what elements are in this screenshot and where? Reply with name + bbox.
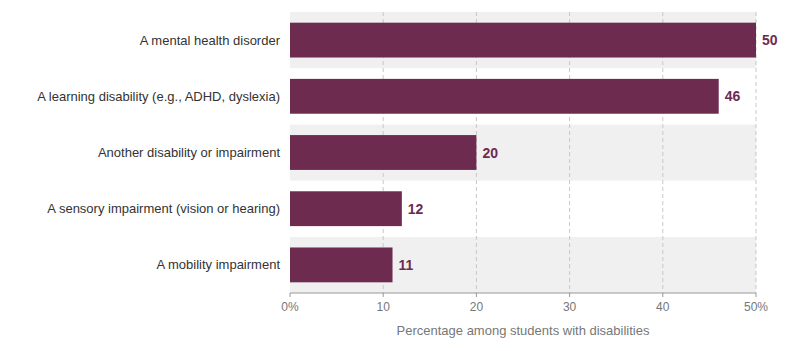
data-label: 20	[482, 145, 498, 161]
x-axis-label: Percentage among students with disabilit…	[397, 323, 650, 338]
bar	[290, 191, 402, 226]
row-background	[290, 68, 756, 124]
y-tick-label: A learning disability (e.g., ADHD, dysle…	[37, 89, 280, 104]
x-axis: 0% 10 20 30 40 50%	[281, 293, 768, 314]
bars	[290, 23, 756, 283]
data-label: 11	[399, 257, 414, 273]
row-background	[290, 237, 756, 293]
x-tick	[383, 293, 384, 297]
data-label: 12	[408, 201, 424, 217]
x-tick	[662, 293, 663, 297]
x-tick-label: 30	[563, 300, 577, 314]
row-background	[290, 124, 756, 180]
chart-container: 0% 10 20 30 40 50% 11 12 20 46 50 A mobility impair…	[0, 0, 800, 351]
row-background	[290, 12, 756, 68]
y-axis: A mobility impairment A sensory impairmen…	[37, 33, 280, 273]
y-tick-label: A mobility impairment	[156, 257, 280, 272]
bar	[290, 23, 756, 58]
x-axis-line	[290, 293, 756, 294]
row-background	[290, 181, 756, 237]
x-tick-label: 40	[656, 300, 670, 314]
bar	[290, 79, 719, 114]
x-tick	[290, 293, 291, 297]
data-label: 50	[762, 32, 778, 48]
y-tick-label: A mental health disorder	[140, 33, 281, 48]
chart-svg: 0% 10 20 30 40 50% 11 12 20 46 50 A mobility impair…	[0, 0, 800, 351]
bar	[290, 247, 393, 282]
data-labels: 11 12 20 46 50	[399, 32, 778, 273]
y-tick-label: A sensory impairment (vision or hearing)	[47, 201, 280, 216]
x-tick	[756, 293, 757, 297]
x-tick-label: 50%	[744, 300, 768, 314]
y-tick-label: Another disability or impairment	[98, 145, 280, 160]
x-tick-label: 20	[470, 300, 484, 314]
bar	[290, 135, 476, 170]
x-tick	[569, 293, 570, 297]
x-tick-label: 10	[377, 300, 391, 314]
data-label: 46	[725, 88, 741, 104]
x-tick-label: 0%	[281, 300, 299, 314]
row-backgrounds	[290, 12, 756, 293]
x-tick	[476, 293, 477, 297]
